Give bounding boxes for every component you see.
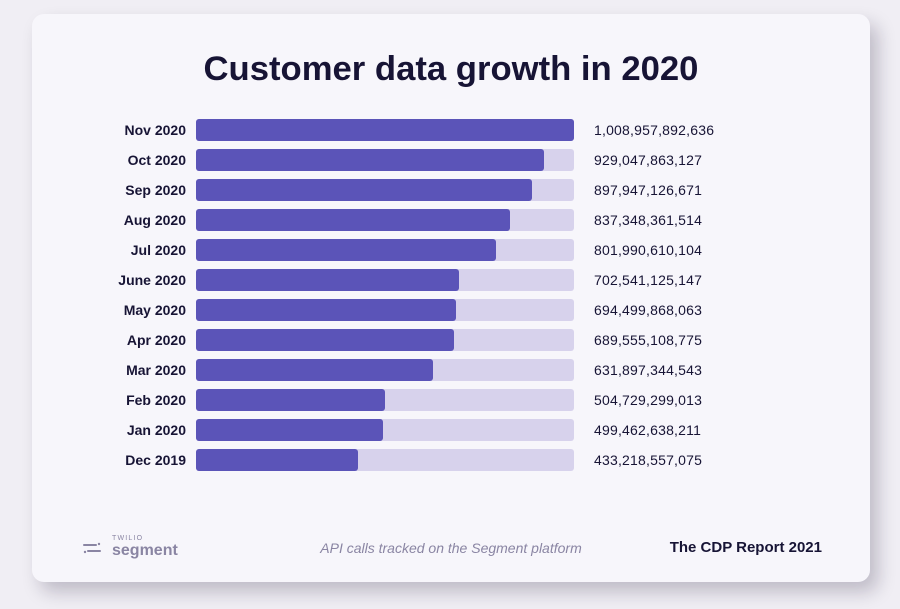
bar-row: Sep 2020 897,947,126,671 (80, 175, 822, 205)
bar-value: 631,897,344,543 (574, 362, 702, 378)
bar-row: June 2020 702,541,125,147 (80, 265, 822, 295)
bar-label: Mar 2020 (80, 362, 196, 378)
bar-label: Aug 2020 (80, 212, 196, 228)
bar-fill (196, 179, 532, 201)
bar-row: May 2020 694,499,868,063 (80, 295, 822, 325)
bar-row: Apr 2020 689,555,108,775 (80, 325, 822, 355)
footer-report: The CDP Report 2021 (670, 539, 822, 556)
bar-row: Feb 2020 504,729,299,013 (80, 385, 822, 415)
bar-track (196, 179, 574, 201)
bar-value: 694,499,868,063 (574, 302, 702, 318)
bar-value: 499,462,638,211 (574, 422, 701, 438)
bar-label: May 2020 (80, 302, 196, 318)
bar-label: Jul 2020 (80, 242, 196, 258)
segment-logo-icon (80, 536, 104, 560)
bar-value: 689,555,108,775 (574, 332, 702, 348)
bar-track (196, 389, 574, 411)
bar-fill (196, 239, 496, 261)
logo-sup: TWILIO (112, 535, 178, 542)
chart-title: Customer data growth in 2020 (80, 50, 822, 89)
bar-value: 929,047,863,127 (574, 152, 702, 168)
bar-track (196, 239, 574, 261)
bar-track (196, 449, 574, 471)
bar-fill (196, 419, 383, 441)
bar-track (196, 359, 574, 381)
bar-fill (196, 389, 385, 411)
chart-card: Customer data growth in 2020 Nov 2020 1,0… (32, 14, 870, 582)
bar-label: Feb 2020 (80, 392, 196, 408)
bar-label: June 2020 (80, 272, 196, 288)
segment-logo: TWILIO segment (80, 535, 178, 560)
bar-label: Dec 2019 (80, 452, 196, 468)
bar-label: Apr 2020 (80, 332, 196, 348)
bar-fill (196, 119, 574, 141)
bar-fill (196, 149, 544, 171)
bar-track (196, 149, 574, 171)
bar-row: Dec 2019 433,218,557,075 (80, 445, 822, 475)
bar-label: Oct 2020 (80, 152, 196, 168)
bar-rows: Nov 2020 1,008,957,892,636 Oct 2020 929,047… (80, 115, 822, 475)
bar-row: Nov 2020 1,008,957,892,636 (80, 115, 822, 145)
bar-row: Mar 2020 631,897,344,543 (80, 355, 822, 385)
bar-value: 897,947,126,671 (574, 182, 702, 198)
bar-fill (196, 299, 456, 321)
bar-row: Jan 2020 499,462,638,211 (80, 415, 822, 445)
bar-fill (196, 209, 510, 231)
bar-value: 433,218,557,075 (574, 452, 702, 468)
bar-row: Aug 2020 837,348,361,514 (80, 205, 822, 235)
bar-track (196, 329, 574, 351)
bar-track (196, 269, 574, 291)
bar-row: Jul 2020 801,990,610,104 (80, 235, 822, 265)
bar-value: 1,008,957,892,636 (574, 122, 714, 138)
bar-label: Jan 2020 (80, 422, 196, 438)
bar-track (196, 209, 574, 231)
bar-value: 504,729,299,013 (574, 392, 702, 408)
bar-fill (196, 449, 358, 471)
bar-label: Sep 2020 (80, 182, 196, 198)
footer: TWILIO segment API calls tracked on the … (80, 535, 822, 560)
bar-value: 801,990,610,104 (574, 242, 702, 258)
bar-row: Oct 2020 929,047,863,127 (80, 145, 822, 175)
logo-word: segment (112, 542, 178, 559)
bar-value: 837,348,361,514 (574, 212, 702, 228)
bar-track (196, 119, 574, 141)
bar-fill (196, 329, 454, 351)
bar-track (196, 419, 574, 441)
bar-value: 702,541,125,147 (574, 272, 702, 288)
bar-fill (196, 269, 459, 291)
bar-label: Nov 2020 (80, 122, 196, 138)
bar-track (196, 299, 574, 321)
bar-fill (196, 359, 433, 381)
footer-caption: API calls tracked on the Segment platfor… (320, 540, 581, 556)
logo-text: TWILIO segment (112, 535, 178, 560)
